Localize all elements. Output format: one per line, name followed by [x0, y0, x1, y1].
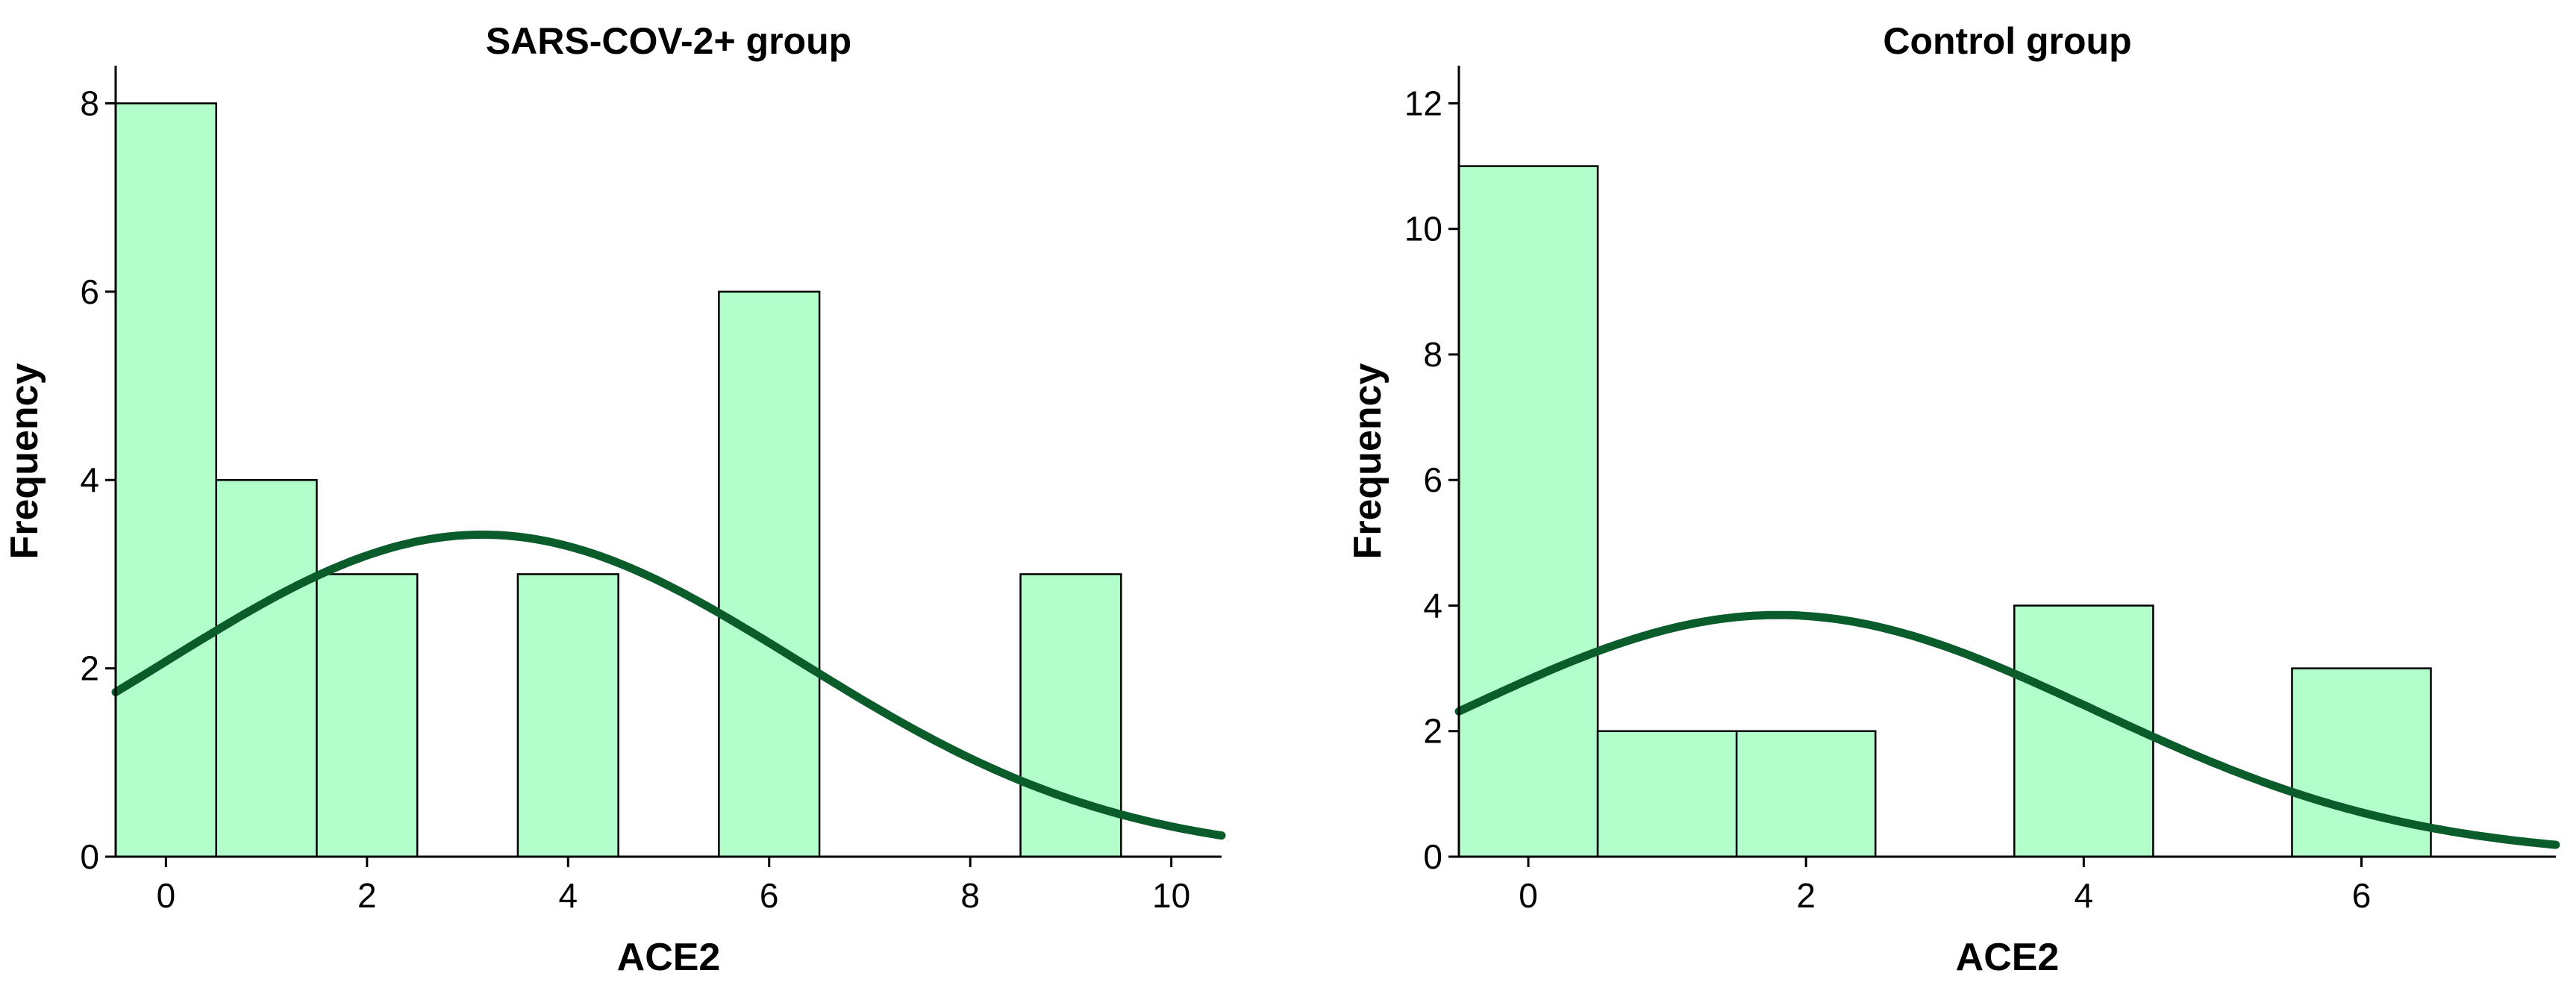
y-tick-label: 8	[80, 84, 99, 122]
x-tick-label: 4	[2075, 876, 2094, 915]
axes-group: 0 2 4 6 8 0 2 4 6 8 10	[80, 66, 1222, 915]
y-tick-label: 8	[1423, 335, 1442, 374]
chart-panel-control: Control group ACE2 Frequency 0 2 4 6 8 10 12 0 2…	[1346, 20, 2560, 979]
y-tick-label: 2	[1423, 712, 1442, 751]
histogram-bar	[1735, 730, 1877, 858]
histogram-bar	[1457, 165, 1599, 858]
x-tick-label: 6	[2352, 876, 2372, 915]
normal-curve	[111, 531, 1226, 840]
x-tick-label: 2	[357, 876, 377, 915]
y-tick-label: 6	[80, 272, 99, 311]
histogram-bar	[516, 573, 619, 858]
x-tick-label: 0	[157, 876, 176, 915]
histogram-bar	[718, 290, 821, 858]
y-axis-label: Frequency	[3, 363, 46, 559]
x-tick-label: 8	[960, 876, 980, 915]
histogram-bar	[215, 478, 318, 858]
bars-group	[114, 102, 1122, 858]
x-tick-label: 0	[1519, 876, 1538, 915]
x-tick-label: 2	[1796, 876, 1816, 915]
x-tick-label: 4	[558, 876, 578, 915]
y-tick-label: 0	[1423, 837, 1442, 876]
chart-title: Control group	[1883, 20, 2131, 62]
y-tick-label: 4	[1423, 586, 1442, 625]
y-tick-label: 2	[80, 649, 99, 688]
y-tick-label: 12	[1404, 84, 1442, 122]
chart-title: SARS-COV-2+ group	[486, 20, 851, 62]
y-axis-label: Frequency	[1346, 363, 1389, 559]
y-tick-label: 4	[80, 460, 99, 499]
x-axis-label: ACE2	[1956, 936, 2060, 979]
histogram-bar	[114, 102, 217, 858]
histogram-bar	[316, 573, 419, 858]
y-tick-label: 6	[1423, 460, 1442, 499]
x-axis-label: ACE2	[617, 936, 721, 979]
axes-group: 0 2 4 6 8 10 12 0 2 4 6	[1404, 66, 2556, 915]
y-tick-label: 10	[1404, 210, 1442, 248]
y-tick-label: 0	[80, 837, 99, 876]
histogram-bar	[2291, 667, 2432, 858]
histogram-bar	[2013, 604, 2154, 858]
histogram-bar	[1596, 730, 1738, 858]
x-tick-label: 10	[1152, 876, 1190, 915]
normal-curve	[1454, 610, 2560, 849]
chart-panel-sars-cov-2: SARS-COV-2+ group ACE2 Frequency 0 2 4 6 8 0 2…	[3, 20, 1226, 979]
bars-group	[1457, 165, 2432, 858]
x-tick-label: 6	[760, 876, 779, 915]
